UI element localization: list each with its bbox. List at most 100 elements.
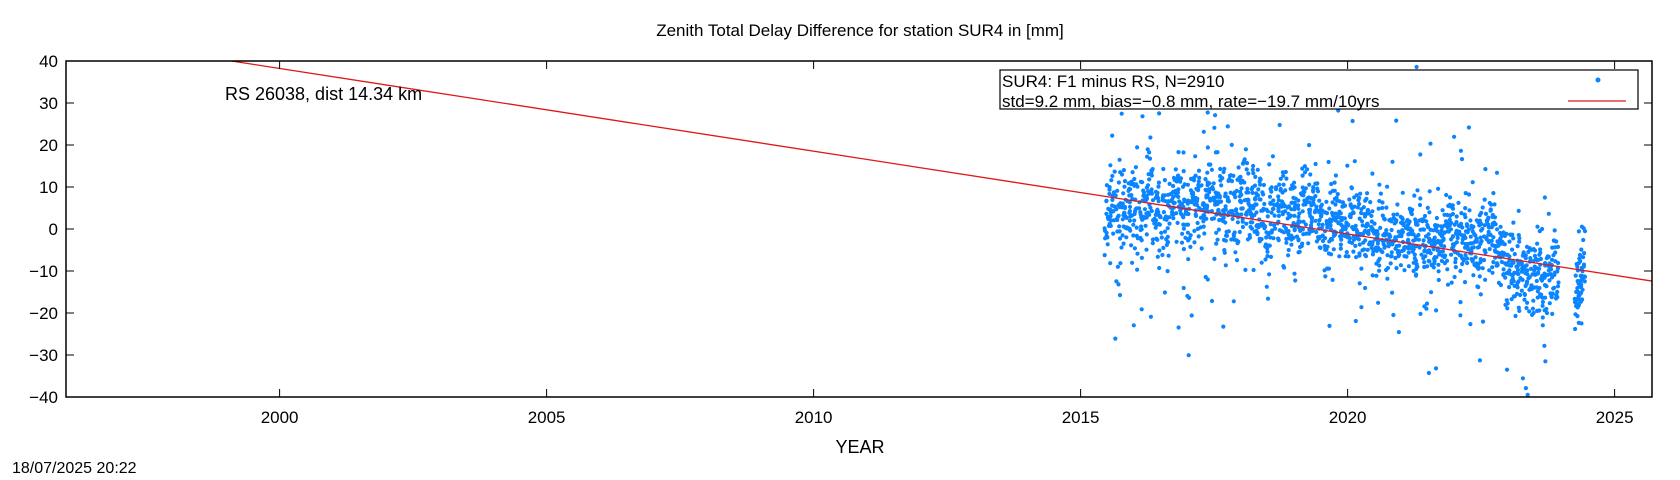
data-point [1214, 230, 1219, 235]
data-point [1452, 241, 1457, 246]
data-point [1377, 268, 1382, 273]
data-point [1483, 211, 1489, 216]
data-point [1458, 313, 1463, 318]
data-point [1227, 173, 1233, 178]
data-point [1406, 264, 1411, 269]
data-point [1427, 239, 1432, 244]
data-point [1342, 203, 1348, 208]
data-point [1127, 193, 1132, 198]
data-point [1465, 224, 1470, 229]
data-point [1145, 183, 1151, 188]
data-point [1429, 242, 1434, 247]
data-point [1181, 169, 1186, 174]
data-point [1418, 311, 1423, 316]
data-point [1251, 171, 1256, 176]
data-point [1413, 234, 1418, 240]
data-point [1380, 205, 1385, 211]
data-point [1165, 226, 1170, 231]
data-point [1479, 210, 1484, 215]
data-point [1281, 264, 1286, 269]
data-point [1482, 248, 1488, 253]
data-point [1445, 282, 1451, 287]
data-point [1453, 265, 1458, 270]
data-point [1247, 235, 1252, 240]
data-point [1385, 184, 1390, 189]
data-point [1268, 186, 1273, 192]
data-point [1117, 224, 1122, 229]
data-point [1108, 163, 1113, 168]
data-point [1439, 228, 1444, 233]
data-point [1428, 227, 1433, 232]
data-point [1108, 210, 1113, 215]
data-point [1208, 162, 1213, 167]
timestamp: 18/07/2025 20:22 [12, 460, 137, 477]
data-point [1534, 278, 1539, 284]
data-point [1429, 290, 1434, 295]
data-point [1104, 233, 1109, 238]
data-point [1114, 207, 1119, 212]
legend-entry-points: SUR4: F1 minus RS, N=2910 [1002, 72, 1225, 91]
data-point [1311, 198, 1316, 203]
data-point [1157, 265, 1162, 271]
data-point [1468, 218, 1473, 223]
data-point [1147, 156, 1153, 161]
data-point [1577, 252, 1583, 258]
data-point [1223, 220, 1228, 225]
x-axis-label: YEAR [835, 437, 884, 457]
data-point [1180, 231, 1185, 236]
data-point [1278, 176, 1283, 181]
data-point [1244, 221, 1249, 226]
x-tick-label: 2025 [1596, 408, 1634, 427]
data-point [1504, 231, 1509, 236]
data-point [1108, 214, 1113, 219]
data-point [1292, 271, 1297, 276]
data-point [1491, 191, 1496, 196]
data-point [1302, 198, 1307, 203]
data-point [1378, 191, 1383, 196]
data-point [1446, 229, 1451, 234]
data-point [1218, 166, 1223, 172]
data-point [1358, 191, 1363, 196]
data-point [1459, 211, 1464, 216]
data-point [1286, 253, 1291, 258]
data-point [1211, 181, 1216, 186]
data-point [1116, 282, 1121, 287]
data-point [1267, 243, 1272, 248]
data-point [1317, 198, 1322, 203]
data-point [1493, 222, 1498, 227]
data-point [1515, 280, 1520, 285]
data-point [1102, 228, 1108, 233]
data-point [1122, 204, 1128, 210]
data-point [1426, 258, 1431, 264]
data-point [1340, 200, 1345, 205]
data-point [1150, 241, 1155, 246]
data-point [1487, 246, 1492, 252]
data-point [1236, 239, 1241, 244]
data-point [1240, 219, 1245, 224]
data-point [1355, 205, 1360, 210]
data-point [1578, 273, 1583, 278]
y-tick-label: −10 [29, 262, 58, 281]
data-point [1270, 206, 1275, 212]
data-point [1540, 226, 1545, 232]
data-point [1193, 173, 1198, 178]
data-point [1240, 224, 1245, 230]
data-point [1365, 247, 1370, 252]
data-point [1215, 237, 1220, 242]
data-point [1338, 215, 1343, 220]
data-point [1361, 205, 1366, 210]
data-point [1547, 301, 1552, 306]
data-point [1536, 257, 1541, 262]
data-point [1301, 219, 1306, 224]
data-point [1529, 283, 1534, 288]
data-point [1176, 325, 1181, 330]
data-point [1264, 284, 1269, 289]
data-point [1431, 238, 1436, 243]
data-point [1277, 182, 1282, 187]
data-point [1440, 208, 1445, 213]
data-point [1504, 252, 1509, 257]
data-point [1542, 343, 1547, 348]
data-point [1415, 188, 1420, 193]
data-point [1226, 199, 1231, 204]
data-point [1355, 230, 1360, 235]
